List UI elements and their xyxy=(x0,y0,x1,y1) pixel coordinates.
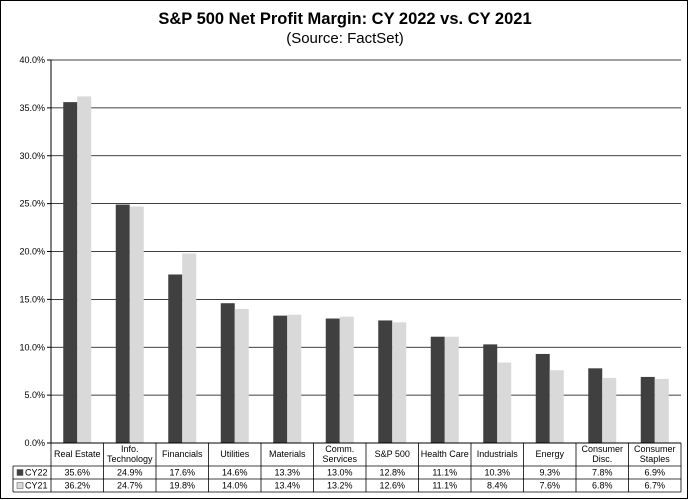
bars xyxy=(63,96,669,443)
bar-cy21-1 xyxy=(129,206,144,443)
bar-cy22-11 xyxy=(640,376,655,443)
data-label-cy21: 12.6% xyxy=(379,481,405,491)
bar-cy21-8 xyxy=(497,362,512,443)
bar-cy22-8 xyxy=(483,344,498,443)
bar-cy21-5 xyxy=(339,316,354,443)
data-label-cy21: 24.7% xyxy=(117,481,143,491)
data-label-cy22: 10.3% xyxy=(484,468,510,478)
data-label-cy22: 13.0% xyxy=(327,468,353,478)
bar-cy22-0 xyxy=(63,102,78,443)
x-category-label: Materials xyxy=(269,449,306,459)
bar-cy21-0 xyxy=(77,96,92,443)
y-tick-label: 10.0% xyxy=(19,342,45,352)
data-label-cy22: 11.1% xyxy=(432,468,457,478)
x-category-label: Financials xyxy=(162,449,203,459)
bar-cy22-1 xyxy=(115,204,130,443)
bar-cy22-5 xyxy=(325,318,340,443)
data-label-cy21: 13.4% xyxy=(274,481,300,491)
x-category-label: Services xyxy=(322,454,357,464)
legend-swatch-cy21 xyxy=(16,482,24,489)
bar-cy22-9 xyxy=(535,353,550,443)
y-tick-label: 0.0% xyxy=(24,438,45,448)
x-category-label: S&P 500 xyxy=(375,449,410,459)
bar-cy22-3 xyxy=(220,303,235,443)
bar-cy21-6 xyxy=(392,322,407,443)
x-category-label: Info. xyxy=(121,444,139,454)
data-label-cy22: 9.3% xyxy=(539,468,560,478)
bar-cy22-4 xyxy=(273,315,288,443)
legend-label-cy22: CY22 xyxy=(25,468,48,478)
bar-cy22-6 xyxy=(378,320,393,443)
grid-lines xyxy=(51,59,681,396)
data-label-cy21: 6.7% xyxy=(644,481,665,491)
bar-cy21-11 xyxy=(654,378,669,443)
data-label-cy21: 7.6% xyxy=(539,481,560,491)
x-category-label: Real Estate xyxy=(54,449,101,459)
y-tick-label: 35.0% xyxy=(19,103,45,113)
data-label-cy21: 19.8% xyxy=(169,481,195,491)
data-label-cy21: 11.1% xyxy=(432,481,457,491)
bar-cy21-3 xyxy=(234,308,249,443)
chart-title: S&P 500 Net Profit Margin: CY 2022 vs. C… xyxy=(158,10,531,28)
y-tick-label: 15.0% xyxy=(19,294,45,304)
data-label-cy22: 14.6% xyxy=(222,468,248,478)
y-tick-label: 20.0% xyxy=(19,247,45,257)
data-label-cy22: 7.8% xyxy=(592,468,613,478)
x-category-label: Consumer xyxy=(634,444,676,454)
legend-label-cy21: CY21 xyxy=(25,481,48,491)
data-label-cy22: 35.6% xyxy=(64,468,90,478)
y-axis-ticks: 0.0% 5.0% 10.0% 15.0% 20.0% 25.0% 30.0% 35.0% 40… xyxy=(19,55,51,448)
bar-cy21-10 xyxy=(602,377,617,443)
x-category-label: Staples xyxy=(640,454,671,464)
y-tick-label: 40.0% xyxy=(19,55,45,65)
data-label-cy21: 13.2% xyxy=(327,481,353,491)
data-label-cy21: 14.0% xyxy=(222,481,248,491)
x-category-label: Energy xyxy=(535,449,564,459)
x-category-label: Comm. xyxy=(325,444,354,454)
x-category-label: Industrials xyxy=(477,449,519,459)
data-label-cy22: 12.8% xyxy=(379,468,405,478)
bar-cy22-2 xyxy=(168,274,183,443)
x-category-label: Consumer xyxy=(581,444,623,454)
bar-cy22-10 xyxy=(588,368,603,443)
x-category-label: Technology xyxy=(107,454,153,464)
data-label-cy21: 6.8% xyxy=(592,481,613,491)
chart-subtitle: (Source: FactSet) xyxy=(286,30,404,47)
data-label-cy22: 13.3% xyxy=(274,468,300,478)
x-category-label: Utilities xyxy=(220,449,250,459)
data-label-cy21: 36.2% xyxy=(64,481,90,491)
bar-cy22-7 xyxy=(430,336,445,443)
bar-cy21-2 xyxy=(182,253,197,443)
y-tick-label: 30.0% xyxy=(19,151,45,161)
data-table: Real Estate Info.Technology Financials Util… xyxy=(12,443,682,493)
x-category-label: Health Care xyxy=(421,449,469,459)
data-label-cy22: 6.9% xyxy=(644,468,665,478)
bar-cy21-4 xyxy=(287,314,302,443)
y-tick-label: 25.0% xyxy=(19,199,45,209)
x-category-label: Disc. xyxy=(592,454,612,464)
y-tick-label: 5.0% xyxy=(24,390,45,400)
data-label-cy22: 24.9% xyxy=(117,468,143,478)
bar-cy21-9 xyxy=(549,370,564,443)
legend-swatch-cy22 xyxy=(16,469,24,476)
data-label-cy21: 8.4% xyxy=(487,481,508,491)
bar-cy21-7 xyxy=(444,336,459,443)
data-label-cy22: 17.6% xyxy=(169,468,195,478)
